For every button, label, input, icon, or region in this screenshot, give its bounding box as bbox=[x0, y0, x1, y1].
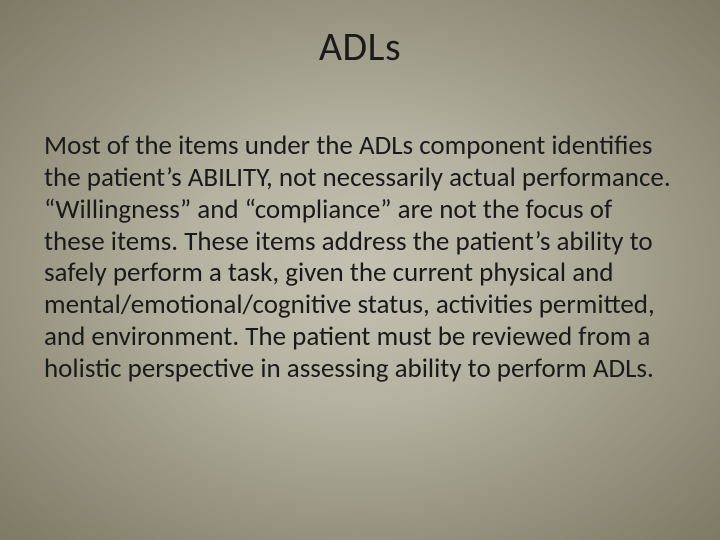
slide: ADLs Most of the items under the ADLs co… bbox=[0, 0, 720, 540]
slide-title: ADLs bbox=[0, 22, 720, 71]
slide-body-text: Most of the items under the ADLs compone… bbox=[44, 130, 676, 385]
